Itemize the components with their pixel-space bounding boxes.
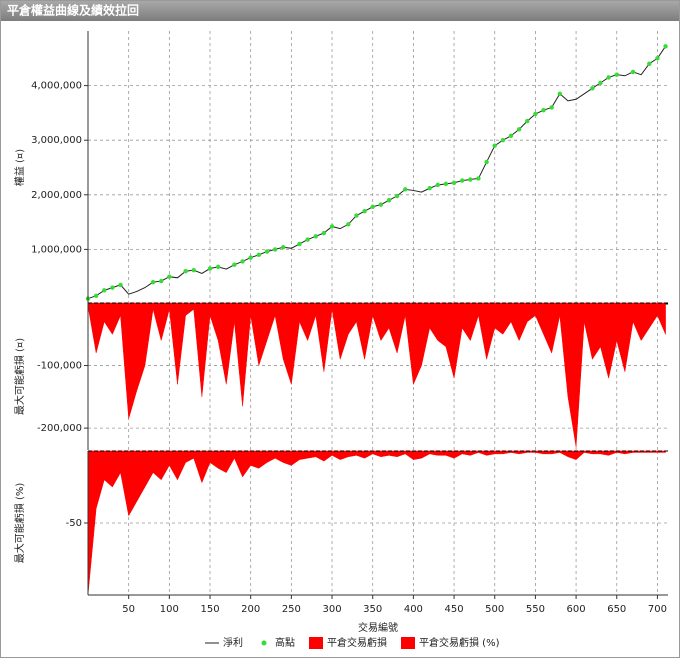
high-point <box>500 138 506 143</box>
x-tick-label: 300 <box>322 604 341 615</box>
high-point <box>378 202 384 207</box>
y-tick-label: 3,000,000 <box>31 135 82 146</box>
x-tick-label: 500 <box>485 604 504 615</box>
legend-marker <box>401 637 415 649</box>
x-tick-label: 50 <box>122 604 135 615</box>
high-point <box>240 259 245 264</box>
x-tick-label: 650 <box>607 604 626 615</box>
x-axis-label: 交易編號 <box>358 621 398 634</box>
high-point <box>313 234 318 239</box>
high-point <box>215 264 221 270</box>
high-point <box>655 56 660 61</box>
x-tick-label: 450 <box>445 604 464 615</box>
high-point <box>256 252 262 258</box>
high-point <box>557 91 563 96</box>
high-point <box>297 241 302 247</box>
x-tick-label: 350 <box>363 604 382 615</box>
x-tick-label: 700 <box>648 604 667 615</box>
high-point <box>354 213 359 218</box>
high-point <box>663 44 668 49</box>
y-tick-label: 1,000,000 <box>31 244 82 255</box>
legend-label: 高點 <box>275 636 295 649</box>
high-point <box>630 69 636 75</box>
high-point <box>525 118 530 124</box>
high-point <box>443 181 449 187</box>
high-point <box>110 285 115 290</box>
high-point <box>516 127 522 132</box>
y-tick-label: -50 <box>66 518 82 529</box>
high-point <box>435 182 440 188</box>
x-tick-label: 150 <box>200 604 219 615</box>
x-tick-label: 200 <box>241 604 260 615</box>
high-point <box>459 178 465 183</box>
high-point <box>191 267 196 273</box>
x-tick-label: 550 <box>526 604 545 615</box>
high-point <box>403 187 408 192</box>
high-point <box>281 245 286 250</box>
y-tick-label: -200,000 <box>37 423 82 434</box>
chart-title: 平倉權益曲線及績效拉回 <box>7 3 139 18</box>
high-point <box>647 61 652 66</box>
high-point <box>451 180 457 185</box>
high-point <box>264 249 270 254</box>
legend-marker <box>261 640 267 646</box>
high-point <box>614 72 619 77</box>
y-axis-label: 最大可能虧損 (¤) <box>13 338 26 415</box>
high-point <box>346 222 351 227</box>
legend-marker <box>309 637 323 649</box>
high-point <box>468 177 473 182</box>
high-point <box>305 237 310 242</box>
y-tick-label: 2,000,000 <box>31 190 82 201</box>
high-point <box>321 230 327 236</box>
high-point <box>533 111 538 117</box>
high-point <box>102 288 107 293</box>
high-point <box>427 186 432 191</box>
high-point <box>606 75 611 80</box>
high-point <box>484 159 489 165</box>
high-point <box>508 133 514 139</box>
high-point <box>362 208 367 214</box>
high-point <box>598 80 603 86</box>
y-axis-label: 最大可能虧損 (%) <box>13 483 26 564</box>
high-point <box>272 247 278 252</box>
x-tick-label: 100 <box>160 604 179 615</box>
high-point <box>476 176 481 181</box>
high-point <box>329 224 335 229</box>
high-point <box>248 255 253 260</box>
legend-label: 淨利 <box>223 637 243 649</box>
high-point <box>232 262 237 267</box>
high-point <box>541 107 546 113</box>
x-tick-label: 400 <box>404 604 423 615</box>
drawdown-area <box>87 302 666 447</box>
high-point <box>394 193 400 199</box>
high-point <box>590 86 595 91</box>
y-tick-label: -100,000 <box>37 361 82 372</box>
high-point <box>549 105 554 110</box>
high-point <box>207 266 213 271</box>
x-tick-label: 250 <box>282 604 301 615</box>
legend-label: 平倉交易虧損 <box>327 636 387 649</box>
high-point <box>150 279 156 285</box>
drawdown-area <box>87 450 666 596</box>
y-tick-label: 4,000,000 <box>31 81 82 92</box>
high-point <box>159 278 164 284</box>
x-tick-label: 600 <box>567 604 586 615</box>
legend-label: 平倉交易虧損 (%) <box>419 636 500 649</box>
high-point <box>118 282 123 288</box>
high-point <box>183 269 188 274</box>
title-bar <box>1 1 679 21</box>
high-point <box>167 274 172 279</box>
high-point <box>93 293 99 299</box>
high-point <box>370 204 375 210</box>
high-point <box>386 198 392 203</box>
high-point <box>492 143 497 148</box>
y-axis-label: 權益 (¤) <box>13 149 26 186</box>
